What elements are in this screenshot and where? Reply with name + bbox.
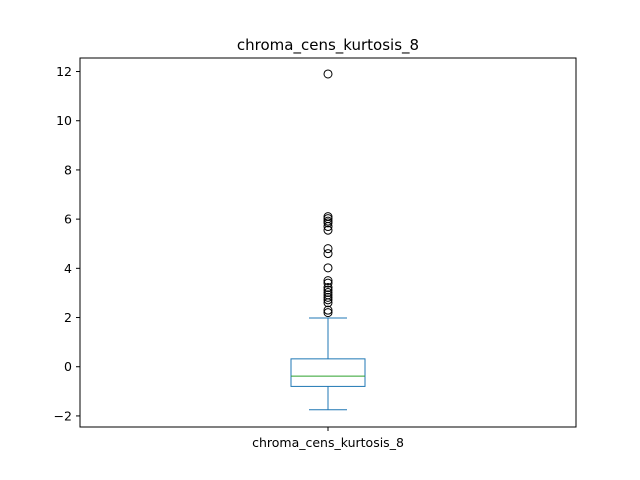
outlier-point [323, 276, 333, 286]
y-tick-label: 12 [56, 64, 72, 79]
outlier-point [323, 295, 333, 305]
outlier-point [323, 308, 333, 318]
y-tick-label: 6 [64, 212, 72, 227]
outlier-point [323, 287, 333, 297]
y-tick-label: −2 [54, 408, 72, 423]
y-tick-label: 0 [64, 359, 72, 374]
outlier-point [323, 244, 333, 254]
iqr-box [290, 358, 366, 387]
outlier-point [323, 285, 333, 295]
outlier-point [323, 292, 333, 302]
y-tick-label: 8 [64, 162, 72, 177]
outlier-point [323, 278, 333, 288]
y-tick-label: 10 [56, 113, 72, 128]
chart-title: chroma_cens_kurtosis_8 [237, 36, 419, 55]
axes-frame [79, 57, 577, 428]
outlier-point [323, 216, 333, 226]
y-tick-label: 2 [64, 310, 72, 325]
outlier-point [323, 263, 333, 273]
outlier-point [323, 69, 333, 79]
outlier-point [323, 225, 333, 235]
x-tick-label: chroma_cens_kurtosis_8 [252, 435, 404, 450]
y-tick-label: 4 [64, 261, 72, 276]
outlier-point [323, 249, 333, 259]
outlier-point [323, 283, 333, 293]
outlier-point [323, 305, 333, 315]
outlier-point [323, 290, 333, 300]
plot-area: −2 0 2 4 6 8 10 12 chroma_cens_kurtosis_8 [54, 57, 577, 450]
outlier-point [323, 212, 333, 222]
